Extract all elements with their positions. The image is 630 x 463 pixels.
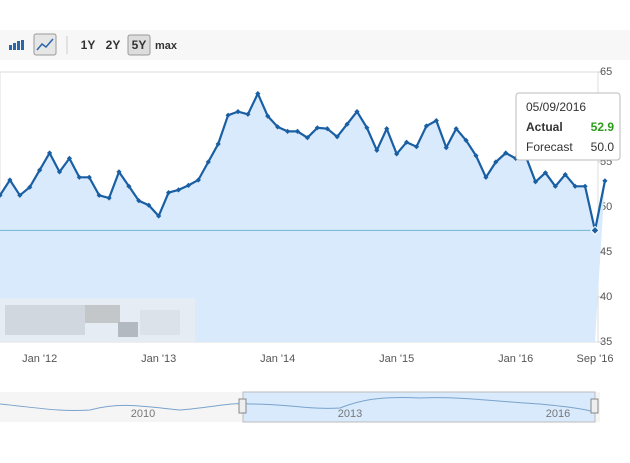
point [7,177,13,183]
point [590,225,600,236]
range-selected[interactable] [127,34,151,56]
line-icon [36,38,54,51]
point [96,192,102,198]
bar-icon[interactable] [9,40,24,50]
range-button[interactable]: 5Y [132,38,147,52]
area [0,93,605,342]
point [275,124,281,130]
point [374,147,380,153]
point [572,183,578,189]
point [0,192,3,198]
point [294,128,301,134]
point [116,169,122,175]
navigator-handle[interactable] [590,398,599,414]
point [463,137,469,143]
point [314,125,320,131]
point [483,174,489,180]
point [66,155,73,161]
point [334,134,340,140]
x-tick-label: Jan '13 [141,353,176,365]
point [225,112,231,118]
point [364,125,370,131]
line-icon-button[interactable] [33,33,57,56]
point [384,126,390,132]
point [473,153,479,159]
point [265,113,271,119]
point [136,198,142,204]
point [413,144,420,150]
navigator-label: 2010 [131,408,155,420]
range-button[interactable]: 2Y [106,38,121,52]
point [46,150,53,156]
point [37,167,43,173]
point [532,179,539,185]
x-tick-label: Jan '15 [379,353,414,365]
point [403,139,410,145]
point [284,128,291,134]
tooltip [515,92,621,161]
tooltip-value: 50.0 [591,140,615,154]
x-tick-label: Jan '16 [498,353,533,365]
navigator-selection[interactable] [242,391,596,423]
y-tick-label: 35 [600,336,612,348]
toolbar [0,30,630,60]
point [205,159,211,165]
point [126,183,132,189]
point [503,150,509,156]
point [582,183,588,189]
point [86,174,92,180]
point [324,126,330,132]
range-button[interactable]: max [155,40,178,52]
y-tick-label: 65 [600,66,612,78]
navigator-label: 2013 [338,408,362,420]
point [165,190,172,196]
point [195,177,201,183]
point [493,159,499,165]
point [602,178,608,184]
x-tick-label: Sep '16 [577,353,614,365]
navigator-label: 2016 [546,408,570,420]
point [156,213,162,219]
navigator-handle[interactable] [238,398,247,414]
x-tick-label: Jan '12 [22,353,57,365]
point [17,192,23,198]
point [56,169,63,175]
point [106,195,112,201]
point [185,182,192,188]
point [542,170,549,176]
point [245,111,251,117]
tooltip-label: Forecast [526,140,573,154]
point [76,174,82,180]
point [344,121,350,127]
tooltip-label: Actual [526,120,563,134]
point [443,145,449,151]
point [304,135,311,141]
tooltip-value: 52.9 [591,120,615,134]
point [394,151,400,157]
point [215,141,221,147]
navigator-line [0,397,596,413]
point [562,172,568,178]
tooltip-date: 05/09/2016 [526,100,586,114]
point [354,109,360,115]
point [255,91,261,97]
point [27,184,33,190]
y-tick-label: 40 [600,291,612,303]
legend-blurred [0,298,195,342]
point [423,123,430,129]
point [146,202,152,208]
point [175,187,182,193]
range-button[interactable]: 1Y [81,38,96,52]
point [552,183,558,189]
point [235,109,241,115]
point [453,126,459,132]
y-tick-label: 45 [600,246,612,258]
point [433,118,439,124]
x-tick-label: Jan '14 [260,353,295,365]
